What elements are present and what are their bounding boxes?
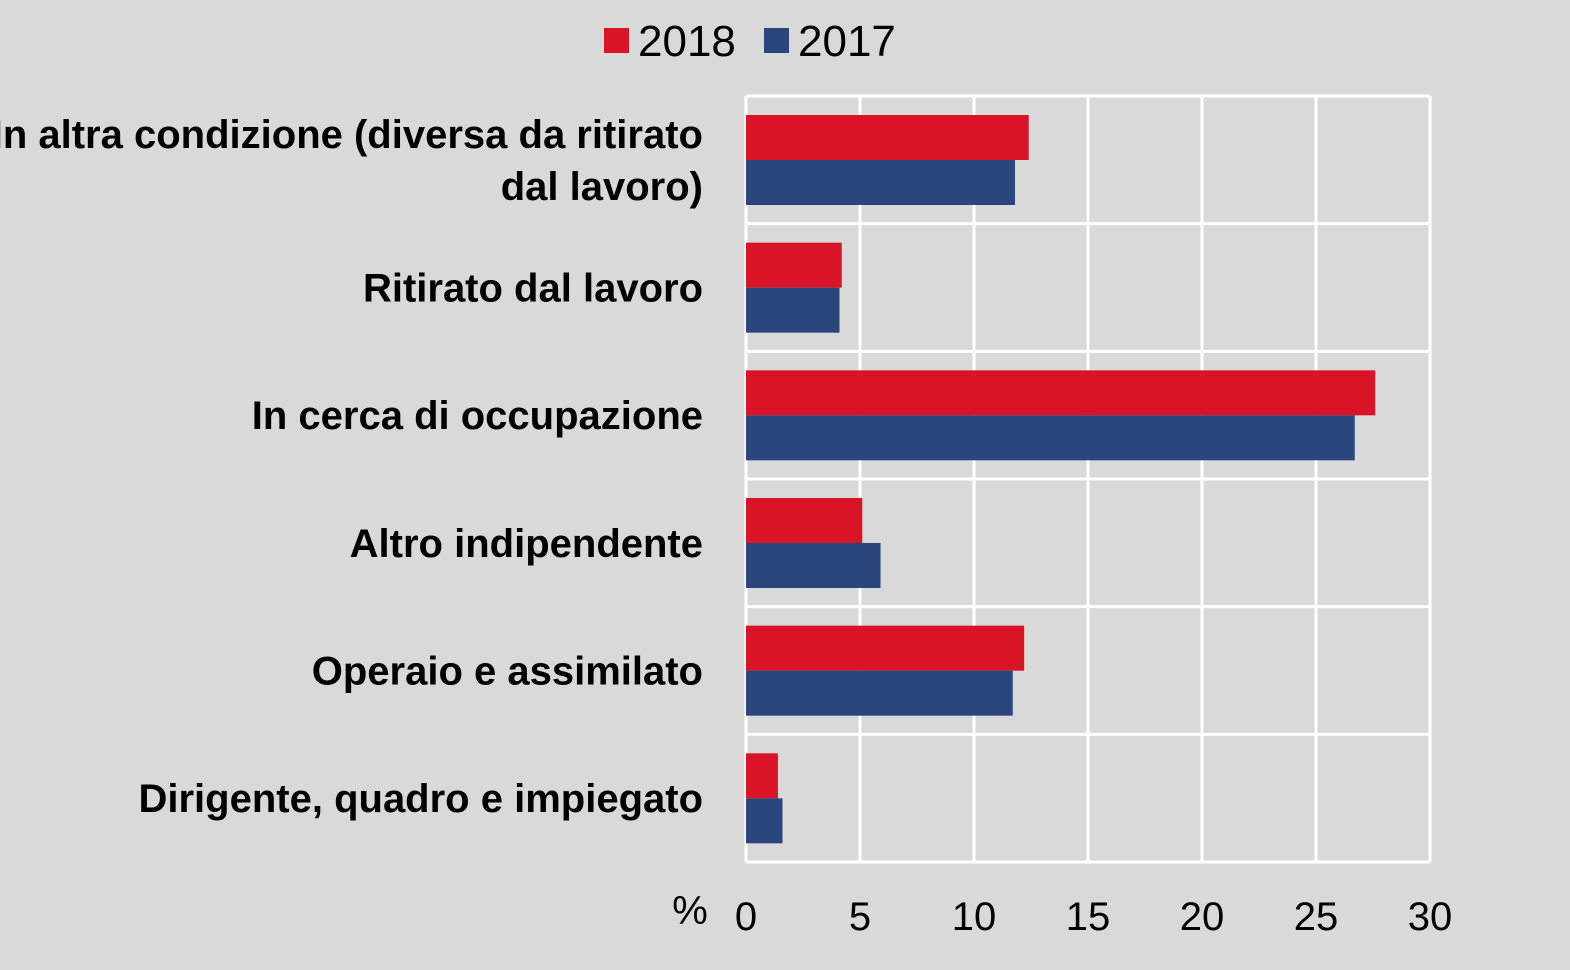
bar-2017-4 (746, 670, 1013, 716)
grid-lines (744, 94, 1432, 864)
bar-2018-5 (746, 753, 778, 799)
category-labels: In altra condizione (diversa da ritirato… (0, 113, 703, 821)
bar-2017-0 (746, 160, 1016, 205)
legend-swatch-2018 (604, 28, 629, 53)
bar-2018-1 (746, 242, 842, 288)
legend-label-2017: 2017 (798, 17, 896, 66)
bar-2018-0 (746, 115, 1029, 160)
bar-2017-2 (746, 415, 1355, 461)
x-tick-label: 25 (1294, 895, 1339, 939)
x-tick-label: 5 (849, 895, 871, 939)
bar-2017-1 (746, 287, 840, 333)
category-label: Altro indipendente (350, 522, 703, 566)
category-label: Operaio e assimilato (312, 650, 703, 694)
legend: 2018 2017 (604, 17, 896, 66)
x-tick-label: 10 (952, 895, 997, 939)
x-tick-label: 15 (1066, 895, 1111, 939)
category-label: Dirigente, quadro e impiegato (138, 777, 703, 821)
category-label: In altra condizione (diversa da ritirato… (0, 113, 703, 209)
bar-2018-4 (746, 625, 1025, 671)
legend-label-2018: 2018 (638, 17, 736, 66)
bar-2018-3 (746, 498, 863, 543)
x-axis-ticks: 0 5 10 15 20 25 30% (672, 889, 1452, 939)
bars (746, 115, 1376, 844)
x-tick-label: 0 (735, 895, 757, 939)
category-label: Ritirato dal lavoro (363, 267, 703, 311)
legend-swatch-2017 (764, 28, 789, 53)
bar-2017-3 (746, 543, 881, 588)
bar-2018-2 (746, 370, 1376, 416)
bar-2017-5 (746, 798, 783, 844)
x-axis-unit-label: % (672, 889, 708, 933)
x-tick-label: 20 (1180, 895, 1225, 939)
category-label: In cerca di occupazione (252, 394, 703, 438)
x-tick-label: 30 (1408, 895, 1453, 939)
